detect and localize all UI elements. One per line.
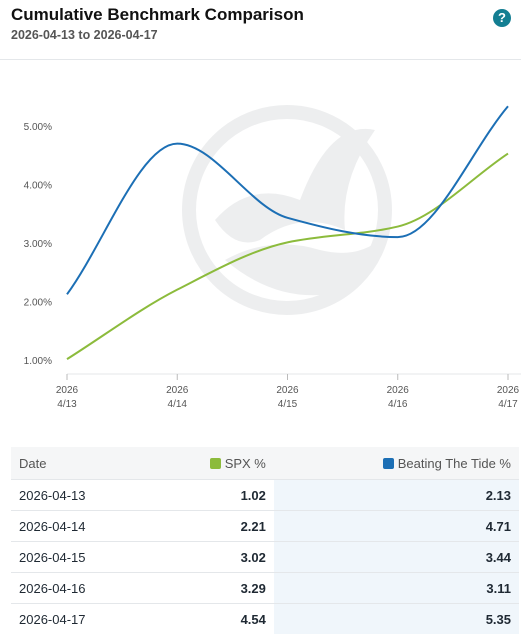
benchmark-table: Date SPX % Beating The Tide % 2026-04-13… — [11, 447, 519, 634]
table-row: 2026-04-15 3.02 3.44 — [11, 541, 519, 573]
y-tick-label: 5.00% — [24, 122, 52, 133]
table-row: 2026-04-17 4.54 5.35 — [11, 603, 519, 634]
row-date: 2026-04-16 — [11, 572, 152, 604]
x-tick-year: 2026 — [387, 385, 410, 396]
row-date: 2026-04-14 — [11, 510, 152, 542]
x-tick: 2026 4/15 — [276, 374, 299, 410]
y-tick-label: 1.00% — [24, 356, 52, 367]
row-btt-value: 4.71 — [273, 510, 519, 542]
row-spx-value: 2.21 — [151, 510, 274, 542]
row-btt-value: 3.44 — [273, 541, 519, 573]
y-axis: 1.00% 2.00% 3.00% 4.00% 5.00% — [24, 122, 52, 367]
y-tick-label: 2.00% — [24, 297, 52, 308]
x-tick: 2026 4/17 — [497, 374, 520, 410]
x-tick-day: 4/14 — [168, 399, 188, 410]
btt-column-label: Beating The Tide % — [397, 455, 511, 471]
table-row: 2026-04-14 2.21 4.71 — [11, 510, 519, 542]
row-date: 2026-04-17 — [11, 603, 152, 634]
table-row: 2026-04-16 3.29 3.11 — [11, 572, 519, 604]
row-btt-value: 3.11 — [273, 572, 519, 604]
row-btt-value: 2.13 — [273, 479, 519, 511]
row-spx-value: 1.02 — [151, 479, 274, 511]
btt-legend-swatch — [382, 457, 394, 469]
x-tick-year: 2026 — [497, 385, 520, 396]
x-tick: 2026 4/13 — [56, 374, 79, 410]
btt-column-header: Beating The Tide % — [273, 447, 519, 480]
date-column-header: Date — [11, 447, 152, 480]
spx-column-header: SPX % — [151, 447, 274, 480]
x-tick-day: 4/17 — [498, 399, 518, 410]
row-date: 2026-04-13 — [11, 479, 152, 511]
x-tick: 2026 4/16 — [387, 374, 410, 410]
row-spx-value: 3.02 — [151, 541, 274, 573]
chart-header: Cumulative Benchmark Comparison 2026-04-… — [11, 5, 521, 45]
x-tick-year: 2026 — [276, 385, 299, 396]
watermark-logo — [182, 105, 392, 315]
spx-series-line — [66, 152, 509, 360]
row-spx-value: 3.29 — [151, 572, 274, 604]
page-title: Cumulative Benchmark Comparison — [11, 5, 304, 24]
table-row: 2026-04-13 1.02 2.13 — [11, 479, 519, 511]
header-divider — [0, 59, 521, 60]
table-header-row: Date SPX % Beating The Tide % — [11, 447, 519, 480]
x-tick-day: 4/16 — [388, 399, 408, 410]
x-tick-day: 4/13 — [57, 399, 77, 410]
row-spx-value: 4.54 — [151, 603, 274, 634]
spx-legend-swatch — [209, 457, 221, 469]
x-tick-year: 2026 — [56, 385, 79, 396]
y-tick-label: 3.00% — [24, 239, 52, 250]
x-tick-day: 4/15 — [278, 399, 298, 410]
btt-series-line — [66, 105, 509, 295]
y-tick-label: 4.00% — [24, 181, 52, 192]
x-axis: 2026 4/13 2026 4/14 2026 4/15 2026 4/16 2026 4/17 — [56, 373, 521, 410]
date-range-subtitle: 2026-04-13 to 2026-04-17 — [11, 28, 158, 42]
x-tick-year: 2026 — [166, 385, 189, 396]
x-tick: 2026 4/14 — [166, 374, 189, 410]
series-layer — [66, 105, 509, 360]
benchmark-line-chart: 1.00% 2.00% 3.00% 4.00% 5.00% 2026 4/13 2026 4/… — [24, 105, 521, 410]
spx-column-label: SPX % — [224, 455, 266, 471]
row-btt-value: 5.35 — [273, 603, 519, 634]
help-icon[interactable]: ? — [493, 9, 511, 27]
row-date: 2026-04-15 — [11, 541, 152, 573]
